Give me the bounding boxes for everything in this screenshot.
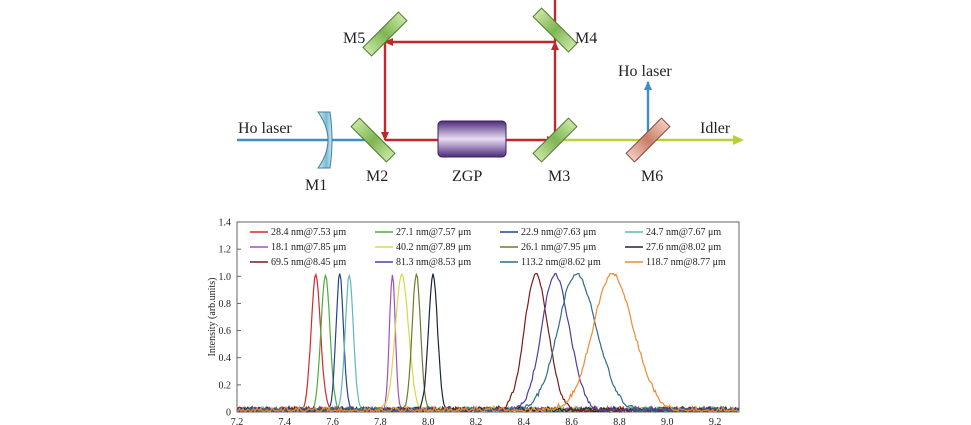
x-tick-label-9: 9.0 <box>661 417 674 425</box>
label-m5: M5 <box>343 30 365 47</box>
label-ho-laser-output: Ho laser <box>618 63 672 80</box>
x-tick-label-0: 7.2 <box>231 417 244 425</box>
mirror-m6 <box>625 117 671 163</box>
y-tick-label-3: 0.6 <box>219 326 232 337</box>
label-m3: M3 <box>548 168 570 185</box>
series-line-2 <box>236 273 740 414</box>
x-tick-label-5: 8.2 <box>470 417 483 425</box>
legend-entry-7: 27.6 nm@8.02 μm <box>646 242 721 253</box>
label-ho-laser-input: Ho laser <box>238 120 292 137</box>
series-line-10 <box>236 272 740 414</box>
x-tick-label-2: 7.6 <box>326 417 339 425</box>
legend-entry-2: 22.9 nm@7.63 μm <box>521 227 596 238</box>
legend-entry-11: 118.7 nm@8.77 μm <box>646 257 726 268</box>
zgp-crystal <box>437 120 507 158</box>
cavity-beam-path <box>381 0 559 144</box>
x-tick-label-7: 8.6 <box>565 417 578 425</box>
label-zgp: ZGP <box>452 168 482 185</box>
series-line-0 <box>236 272 740 413</box>
legend-entry-3: 24.7 nm@7.67 μm <box>646 227 721 238</box>
spectrum-chart: 7.2 7.4 7.6 7.8 8.0 8.2 8.4 8.6 8.8 9.0 9.2 0 0.2 0.4… <box>207 218 740 425</box>
legend-entry-4: 18.1 nm@7.85 μm <box>271 242 346 253</box>
y-tick-label-7: 1.4 <box>219 218 232 229</box>
series-line-6 <box>236 272 740 413</box>
legend-entry-9: 81.3 nm@8.53 μm <box>396 257 471 268</box>
label-idler: Idler <box>700 120 731 137</box>
label-m4: M4 <box>575 30 597 47</box>
x-tick-label-4: 8.0 <box>422 417 435 425</box>
series-line-5 <box>236 272 740 413</box>
series-line-11 <box>236 272 740 413</box>
mirror-m4 <box>532 7 578 53</box>
legend-entry-8: 69.5 nm@8.45 μm <box>271 257 346 268</box>
lens-m1 <box>317 111 333 169</box>
legend-entry-0: 28.4 nm@7.53 μm <box>271 227 346 238</box>
y-tick-label-5: 1.0 <box>219 272 232 283</box>
chart-legend: 28.4 nm@7.53 μm 27.1 nm@7.57 μm 22.9 nm@7.… <box>250 227 726 268</box>
series-line-8 <box>236 272 740 414</box>
label-m6: M6 <box>641 168 663 185</box>
optical-setup-diagram: Ho laser Ho laser Idler M1 M2 M3 M4 M5 M… <box>237 0 744 194</box>
legend-entry-5: 40.2 nm@7.89 μm <box>396 242 471 253</box>
x-tick-label-3: 7.8 <box>374 417 387 425</box>
y-tick-label-6: 1.2 <box>219 245 232 256</box>
label-m1: M1 <box>305 177 327 194</box>
mirror-m2 <box>350 117 396 163</box>
series-line-3 <box>236 273 740 414</box>
y-tick-label-0: 0 <box>226 408 231 419</box>
series-line-4 <box>236 274 740 413</box>
label-m2: M2 <box>366 168 388 185</box>
y-axis-label: Intensity (arb.units) <box>207 278 218 357</box>
legend-entry-10: 113.2 nm@8.62 μm <box>521 257 601 268</box>
mirror-m5 <box>362 11 408 57</box>
y-tick-label-4: 0.8 <box>219 299 232 310</box>
legend-entry-6: 26.1 nm@7.95 μm <box>521 242 596 253</box>
mirror-m3 <box>532 117 578 163</box>
y-tick-label-1: 0.2 <box>219 380 232 391</box>
spectrum-series <box>236 272 740 414</box>
y-tick-label-2: 0.4 <box>219 353 232 364</box>
x-tick-label-6: 8.4 <box>518 417 531 425</box>
x-tick-label-8: 8.8 <box>613 417 626 425</box>
series-line-1 <box>236 273 740 414</box>
legend-entry-1: 27.1 nm@7.57 μm <box>396 227 471 238</box>
series-line-9 <box>236 272 740 413</box>
x-tick-label-10: 9.2 <box>709 417 722 425</box>
x-tick-label-1: 7.4 <box>279 417 292 425</box>
series-line-7 <box>236 273 740 413</box>
